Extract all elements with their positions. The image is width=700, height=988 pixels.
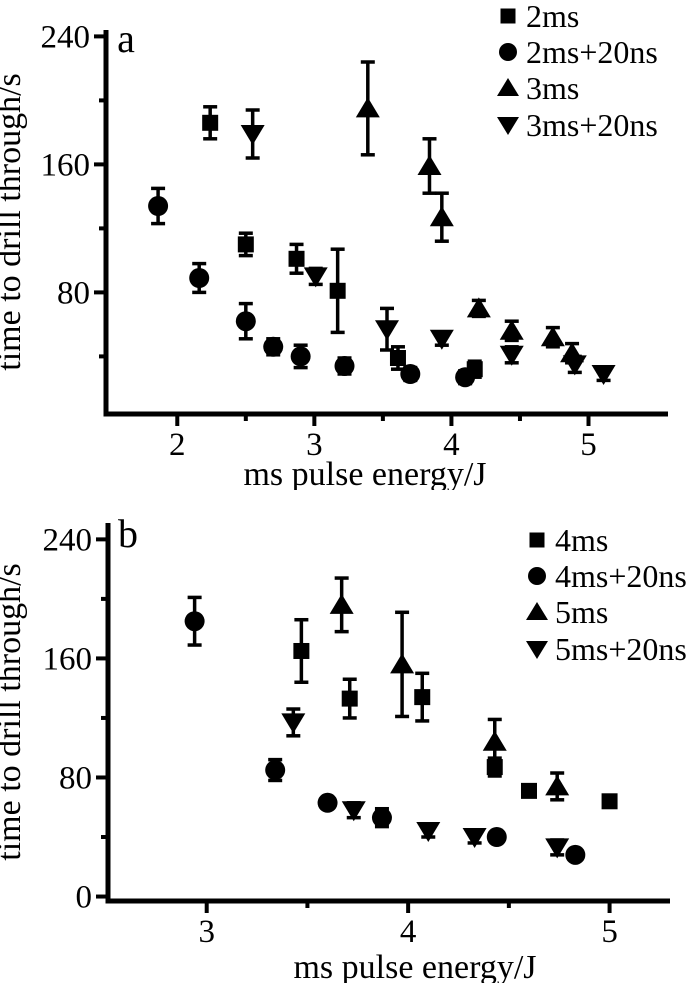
data-point-triangle-down-marker <box>562 355 587 376</box>
legend-square-marker <box>500 8 516 24</box>
x-axis-title: ms pulse energy/J <box>243 456 486 490</box>
data-point-square-marker <box>389 350 406 366</box>
data-point-circle-marker <box>189 268 210 288</box>
series-5ms <box>329 576 570 802</box>
data-point-circle-marker <box>371 807 392 828</box>
data-point-square-marker <box>202 114 219 131</box>
legend-label: 2ms+20ns <box>526 34 658 70</box>
legend-square-marker <box>529 532 545 548</box>
data-point-triangle-up-marker <box>482 730 507 751</box>
x-tick-label: 2 <box>169 427 186 463</box>
figure-panel-a: 2 3 4 5 80 160 240 ms pulse energy/J time to dri… <box>0 0 668 493</box>
x-tick-label: 4 <box>443 427 460 463</box>
legend-label: 5ms <box>555 594 608 630</box>
data-point-square-marker <box>237 236 254 253</box>
data-point-circle-marker <box>148 196 169 216</box>
data-point-triangle-up-marker <box>417 155 442 175</box>
data-point-square-marker <box>520 782 537 799</box>
legend-label: 4ms+20ns <box>555 558 687 594</box>
panel-letter-label: b <box>118 511 138 556</box>
data-point-square-marker <box>329 282 346 299</box>
x-tick-label: 4 <box>400 914 417 950</box>
ticks-group <box>94 34 591 426</box>
y-tick-label: 160 <box>41 147 91 183</box>
y-tick-label: 240 <box>41 19 91 55</box>
data-point-triangle-up-marker <box>329 593 354 614</box>
data-point-triangle-up-marker <box>540 326 565 347</box>
data-point-circle-marker <box>290 346 311 367</box>
x-axis-title: ms pulse energy/J <box>293 949 536 983</box>
y-tick-label: 160 <box>43 641 93 677</box>
data-point-square-marker <box>341 690 358 707</box>
data-point-triangle-down-marker <box>416 822 441 843</box>
data-point-square-marker <box>601 793 618 810</box>
legend-label: 3ms <box>526 70 579 106</box>
data-point-triangle-up-marker <box>499 319 524 340</box>
y-tick-label: 80 <box>57 275 90 311</box>
data-point-triangle-down-marker <box>462 828 487 849</box>
data-point-triangle-down-marker <box>341 801 366 822</box>
x-tick-label: 5 <box>580 427 597 463</box>
legend-circle-marker <box>528 567 546 585</box>
panel-letter-label: a <box>117 16 135 61</box>
legend-triangle-down-marker <box>497 117 519 135</box>
data-point-square-marker <box>414 689 431 706</box>
series-2ms-plus-20ns <box>148 186 476 388</box>
data-point-circle-marker <box>565 844 586 865</box>
series-3ms-plus-20ns <box>240 108 616 385</box>
data-point-circle-marker <box>334 356 355 376</box>
data-point-triangle-up-marker <box>545 775 570 796</box>
legend-triangle-down-marker <box>526 641 548 659</box>
series-4ms-plus-20ns <box>184 595 586 865</box>
legend-triangle-up-marker <box>497 78 519 96</box>
y-tick-label: 80 <box>59 760 92 796</box>
data-point-circle-marker <box>265 760 286 781</box>
series-2ms <box>202 105 483 379</box>
data-point-triangle-down-marker <box>499 345 524 366</box>
x-tick-label: 3 <box>306 427 323 463</box>
axes-group <box>105 523 670 904</box>
data-point-triangle-up-marker <box>355 97 380 118</box>
data-point-circle-marker <box>184 611 205 632</box>
y-axis-title: time to drill through/s <box>0 73 28 370</box>
legend-circle-marker <box>499 43 517 61</box>
x-tick-label: 5 <box>601 914 618 950</box>
chart-b: 3 4 5 0 80 160 240 ms pulse energy/J time to dri… <box>0 511 687 986</box>
data-point-triangle-down-marker <box>240 125 265 145</box>
data-point-triangle-up-marker <box>429 206 454 227</box>
y-tick-label: 240 <box>43 522 93 558</box>
y-tick-label: 0 <box>76 880 93 916</box>
data-point-triangle-down-marker <box>591 365 616 385</box>
data-point-circle-marker <box>486 827 507 848</box>
data-point-triangle-up-marker <box>466 297 491 318</box>
ticks-group <box>96 537 612 913</box>
y-axis-title: time to drill through/s <box>0 563 28 860</box>
series-5ms-plus-20ns <box>281 707 570 859</box>
legend-triangle-up-marker <box>526 602 548 620</box>
x-tick-label: 3 <box>198 914 215 950</box>
data-point-circle-marker <box>400 364 421 384</box>
data-point-circle-marker <box>455 367 476 388</box>
data-point-triangle-up-marker <box>390 653 415 674</box>
data-point-circle-marker <box>317 792 338 813</box>
figure-panel-b: 3 4 5 0 80 160 240 ms pulse energy/J time to dri… <box>0 490 700 988</box>
legend-label: 3ms+20ns <box>526 107 658 143</box>
chart-a: 2 3 4 5 80 160 240 ms pulse energy/J time to dri… <box>0 0 668 493</box>
data-point-square-marker <box>288 250 305 267</box>
data-point-triangle-down-marker <box>545 838 570 859</box>
data-point-triangle-down-marker <box>281 713 306 734</box>
legend-label: 5ms+20ns <box>555 631 687 667</box>
data-point-circle-marker <box>235 311 256 332</box>
data-point-triangle-down-marker <box>429 329 454 350</box>
data-point-triangle-down-marker <box>303 267 328 288</box>
axes-group <box>103 30 668 417</box>
data-point-triangle-down-marker <box>375 320 399 341</box>
data-point-circle-marker <box>263 336 284 357</box>
legend-label: 4ms <box>555 522 608 558</box>
series-4ms <box>293 617 618 810</box>
data-point-square-marker <box>293 642 310 659</box>
legend-label: 2ms <box>526 0 579 34</box>
